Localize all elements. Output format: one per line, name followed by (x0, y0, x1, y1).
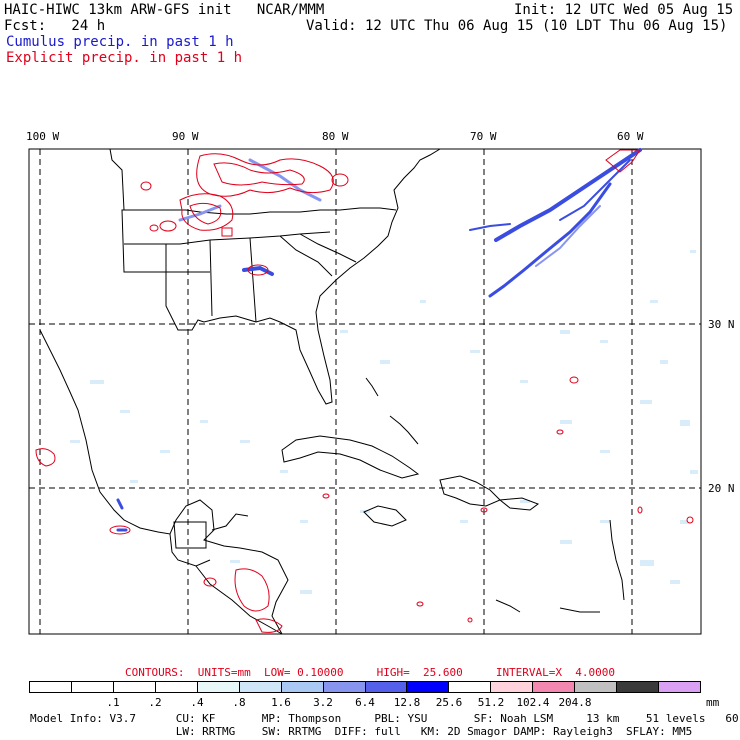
colorbar-cell (449, 682, 492, 692)
lon-label-100w: 100 W (26, 130, 59, 143)
colorbar-cell (575, 682, 618, 692)
colorbar-label: 6.4 (355, 696, 375, 709)
colorbar-cell (30, 682, 72, 692)
lat-label-30n: 30 N (708, 318, 735, 331)
colorbar-cell (239, 682, 282, 692)
colorbar-label: .4 (190, 696, 204, 709)
colorbar-label: 1.6 (271, 696, 291, 709)
colorbar-cell (617, 682, 660, 692)
colorbar-cell (113, 682, 156, 692)
colorbar-cell (407, 682, 450, 692)
colorbar-label: .2 (148, 696, 162, 709)
contours-info: CONTOURS: UNITS=mm LOW= 0.10000 HIGH= 25… (124, 666, 616, 679)
colorbar-cell (323, 682, 366, 692)
model-info-line2: LW: RRTMG SW: RRTMG DIFF: full KM: 2D Sm… (30, 725, 693, 738)
colorbar-cell (491, 682, 534, 692)
precip-map: 100 W 90 W 80 W 70 W 60 W 30 N 20 N (26, 130, 735, 635)
colorbar-cell (197, 682, 240, 692)
lon-label-80w: 80 W (322, 130, 349, 143)
colorbar-label: .1 (106, 696, 120, 709)
colorbar-unit: mm (706, 696, 720, 709)
lat-lon-grid (29, 149, 701, 634)
colorbar-cell (155, 682, 198, 692)
lon-label-90w: 90 W (172, 130, 199, 143)
colorbar-cell (71, 682, 114, 692)
colorbar-label: .8 (232, 696, 246, 709)
colorbar-cell (365, 682, 408, 692)
colorbar (29, 681, 701, 693)
colorbar-label: 12.8 (393, 696, 421, 709)
lat-label-20n: 20 N (708, 482, 735, 495)
explicit-legend: Explicit precip. in past 1 h (6, 50, 243, 66)
colorbar-label: 51.2 (477, 696, 505, 709)
lon-label-70w: 70 W (470, 130, 497, 143)
colorbar-label: 204.8 (558, 696, 592, 709)
model-title: HAIC-HIWC 13km ARW-GFS init NCAR/MMM (4, 2, 325, 18)
coastlines-borders (39, 148, 625, 635)
cumulus-legend: Cumulus precip. in past 1 h (6, 34, 234, 50)
map-frame (28, 148, 702, 635)
colorbar-cell (281, 682, 324, 692)
colorbar-cell (533, 682, 576, 692)
valid-time: Valid: 12 UTC Thu 06 Aug 15 (10 LDT Thu … (306, 18, 728, 34)
explicit-precip-contours (35, 149, 694, 633)
cumulus-precip (116, 148, 642, 532)
colorbar-label: 102.4 (516, 696, 550, 709)
colorbar-cell (659, 682, 700, 692)
forecast-hour: Fcst: 24 h (4, 18, 106, 34)
colorbar-label: 3.2 (313, 696, 333, 709)
colorbar-label: 25.6 (435, 696, 463, 709)
init-time: Init: 12 UTC Wed 05 Aug 15 (514, 2, 734, 18)
model-info-line1: Model Info: V3.7 CU: KF MP: Thompson PBL… (30, 712, 740, 725)
lon-label-60w: 60 W (617, 130, 644, 143)
cumulus-light-shading (70, 250, 698, 594)
